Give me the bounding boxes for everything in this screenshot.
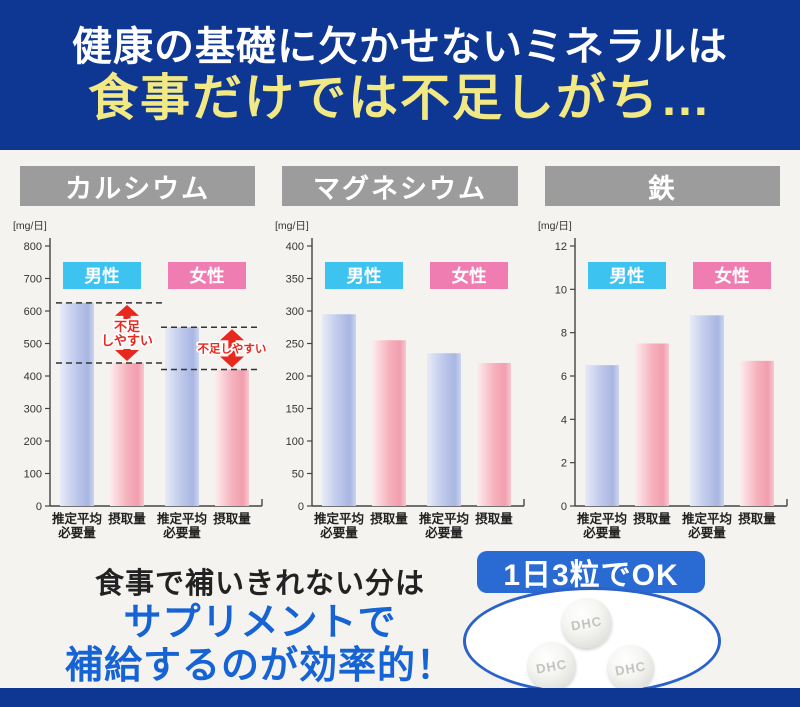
svg-text:400: 400 — [24, 371, 42, 383]
svg-text:0: 0 — [36, 501, 42, 513]
svg-text:400: 400 — [286, 241, 304, 253]
svg-text:4: 4 — [561, 414, 567, 426]
iron-bar-chart: [mg/日] 0 2 4 6 8 10 12 男性 推定平均 必要量 摂取量 女性 推定平均 必要量 摂取量 — [533, 214, 792, 557]
headline-line1: 健康の基礎に欠かせないミネラルは — [72, 24, 728, 69]
svg-text:推定平均: 推定平均 — [314, 511, 364, 526]
svg-text:摂取量: 摂取量 — [738, 511, 776, 526]
svg-text:必要量: 必要量 — [425, 525, 464, 540]
charts-row: カルシウム [mg/日] 0 100 200 300 400 500 600 700 800 男性推… — [0, 150, 800, 557]
svg-text:100: 100 — [24, 469, 42, 481]
svg-text:不足: 不足 — [114, 319, 141, 334]
svg-text:摂取量: 摂取量 — [633, 511, 671, 526]
svg-text:しやすい: しやすい — [101, 333, 153, 348]
headline-line2: 食事だけでは不足しがち… — [88, 69, 712, 126]
svg-text:不足しやすい: 不足しやすい — [198, 342, 266, 355]
footer-line3: 補給するのが効率的！ — [64, 644, 455, 687]
tablets-illustration: DHC DHC DHC — [463, 587, 721, 695]
tablet-brand-text: DHC — [535, 655, 569, 677]
svg-text:500: 500 — [24, 339, 42, 351]
svg-text:必要量: 必要量 — [57, 525, 96, 540]
svg-text:男性: 男性 — [85, 266, 120, 286]
svg-text:必要量: 必要量 — [320, 525, 359, 540]
footer-line1: 食事で補いきれない分は — [94, 568, 425, 600]
footer-message: 食事で補いきれない分は サプリメントで 補給するのが効率的！ — [55, 560, 465, 687]
svg-text:200: 200 — [24, 436, 42, 448]
chart-iron: 鉄 [mg/日] 0 2 4 6 8 10 12 男性 推定平均 必要量 摂取量 女性 推定平均 必要量 摂取… — [533, 166, 792, 557]
svg-text:必要量: 必要量 — [687, 525, 726, 540]
magnesium-bar-chart: [mg/日] 0 50 100 150 200 250 300 350 400 男性 推定平均 必要量摂… — [270, 214, 529, 557]
svg-text:[mg/日]: [mg/日] — [538, 220, 572, 232]
svg-text:女性: 女性 — [452, 266, 487, 286]
svg-text:150: 150 — [286, 404, 304, 416]
svg-text:摂取量: 摂取量 — [108, 511, 146, 526]
chart-magnesium: マグネシウム [mg/日] 0 50 100 150 200 250 300 350 400 男性推… — [270, 166, 529, 557]
svg-text:[mg/日]: [mg/日] — [13, 220, 47, 232]
svg-text:250: 250 — [286, 339, 304, 351]
bottom-border-bar — [0, 688, 800, 707]
svg-text:800: 800 — [24, 241, 42, 253]
svg-text:男性: 男性 — [347, 266, 382, 286]
svg-text:摂取量: 摂取量 — [476, 511, 514, 526]
footer-line2: サプリメントで — [123, 602, 397, 644]
svg-text:必要量: 必要量 — [162, 525, 201, 540]
chart-calcium: カルシウム [mg/日] 0 100 200 300 400 500 600 700 800 男性推… — [8, 166, 268, 557]
svg-text:300: 300 — [24, 404, 42, 416]
mineral-title-calcium: カルシウム — [20, 166, 256, 206]
svg-text:12: 12 — [554, 241, 566, 253]
svg-text:摂取量: 摂取量 — [213, 511, 251, 526]
svg-text:男性: 男性 — [609, 266, 644, 286]
tablet-brand-text: DHC — [570, 612, 604, 634]
svg-text:推定平均: 推定平均 — [52, 511, 102, 526]
svg-text:8: 8 — [561, 328, 567, 340]
svg-text:0: 0 — [298, 501, 304, 513]
svg-text:600: 600 — [24, 306, 42, 318]
svg-text:推定平均: 推定平均 — [157, 511, 207, 526]
svg-text:女性: 女性 — [714, 266, 749, 286]
dhc-tablet: DHC — [608, 645, 654, 691]
svg-text:200: 200 — [286, 371, 304, 383]
header-banner: 健康の基礎に欠かせないミネラルは 食事だけでは不足しがち… — [0, 0, 800, 150]
dosage-badge: 1日3粒でOK — [477, 551, 705, 593]
svg-text:300: 300 — [286, 306, 304, 318]
tablet-brand-text: DHC — [614, 657, 648, 679]
svg-text:350: 350 — [286, 274, 304, 286]
dhc-tablet: DHC — [528, 642, 576, 690]
calcium-bar-chart: [mg/日] 0 100 200 300 400 500 600 700 800 男性 推定平均 必要量… — [8, 214, 268, 557]
dhc-tablet: DHC — [562, 598, 612, 648]
mineral-title-magnesium: マグネシウム — [282, 166, 518, 206]
svg-text:100: 100 — [286, 436, 304, 448]
svg-text:0: 0 — [561, 501, 567, 513]
svg-text:10: 10 — [554, 284, 566, 296]
svg-text:2: 2 — [561, 458, 567, 470]
svg-text:摂取量: 摂取量 — [371, 511, 409, 526]
svg-text:推定平均: 推定平均 — [577, 511, 627, 526]
svg-text:6: 6 — [561, 371, 567, 383]
mineral-title-iron: 鉄 — [544, 166, 780, 206]
svg-text:女性: 女性 — [190, 266, 225, 286]
svg-text:推定平均: 推定平均 — [419, 511, 469, 526]
bar-chart-svg: [mg/日]050100150200250300350400男性推定平均必要量摂… — [275, 220, 526, 540]
svg-text:必要量: 必要量 — [582, 525, 621, 540]
svg-text:700: 700 — [24, 274, 42, 286]
svg-text:50: 50 — [292, 469, 304, 481]
bar-chart-svg: [mg/日]0100200300400500600700800男性推定平均必要量… — [13, 220, 268, 540]
svg-text:推定平均: 推定平均 — [682, 511, 732, 526]
svg-text:[mg/日]: [mg/日] — [275, 220, 309, 232]
